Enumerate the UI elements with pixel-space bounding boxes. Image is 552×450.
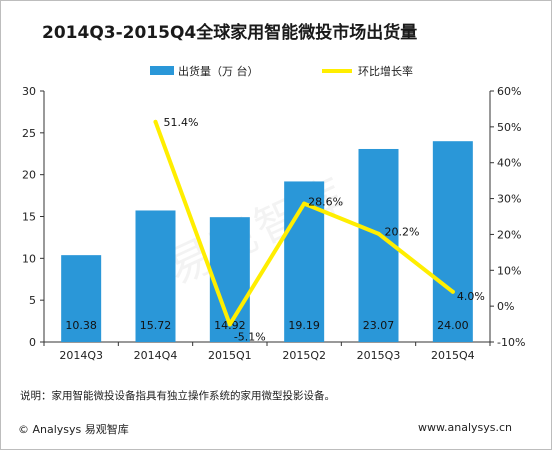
right-tick-label: -10% [497, 336, 525, 349]
line-data-label: 20.2% [385, 226, 420, 239]
line-data-label: 28.6% [308, 196, 343, 209]
x-tick-label: 2015Q3 [357, 349, 401, 362]
bar-data-label: 19.19 [288, 319, 320, 332]
right-tick-label: 10% [497, 264, 521, 277]
right-tick-label: 30% [497, 193, 521, 206]
footer-website: www.analysys.cn [418, 421, 512, 434]
line-point [376, 231, 381, 236]
right-tick-label: 50% [497, 121, 521, 134]
right-tick-label: 40% [497, 157, 521, 170]
line-point [302, 201, 307, 206]
bar-data-label: 23.07 [363, 319, 395, 332]
line-point [153, 119, 158, 124]
x-tick-label: 2015Q4 [431, 349, 475, 362]
left-tick-label: 30 [22, 85, 36, 98]
bar-data-label: 15.72 [140, 319, 172, 332]
right-tick-label: 20% [497, 228, 521, 241]
line-data-label: -5.1% [234, 330, 266, 343]
bar-data-label: 10.38 [65, 319, 97, 332]
right-tick-label: 60% [497, 85, 521, 98]
legend-bar-label: 出货量（万 台） [178, 64, 259, 78]
x-tick-label: 2014Q4 [134, 349, 178, 362]
left-tick-label: 0 [29, 336, 36, 349]
line-point [227, 322, 232, 327]
x-tick-label: 2015Q2 [282, 349, 326, 362]
right-tick-label: 0% [497, 300, 514, 313]
chart-note: 说明：家用智能微投设备指具有独立操作系统的家用微型投影设备。 [20, 390, 335, 402]
line-point [450, 289, 455, 294]
line-data-label: 4.0% [457, 290, 485, 303]
bar [61, 255, 102, 342]
left-tick-label: 10 [22, 252, 36, 265]
chart-title: 2014Q3-2015Q4全球家用智能微投市场出货量 [42, 23, 418, 43]
bar [432, 141, 473, 342]
left-tick-label: 5 [29, 294, 36, 307]
legend-line-label: 环比增长率 [358, 64, 413, 78]
left-tick-label: 20 [22, 169, 36, 182]
line-data-label: 51.4% [164, 116, 199, 129]
left-tick-label: 25 [22, 127, 36, 140]
legend-bar-swatch [150, 66, 174, 75]
x-tick-label: 2015Q1 [208, 349, 252, 362]
left-tick-label: 15 [22, 211, 36, 224]
bar [135, 210, 176, 342]
bar-data-label: 24.00 [437, 319, 469, 332]
x-tick-label: 2014Q3 [59, 349, 103, 362]
footer-source: © Analysys 易观智库 [18, 423, 129, 436]
